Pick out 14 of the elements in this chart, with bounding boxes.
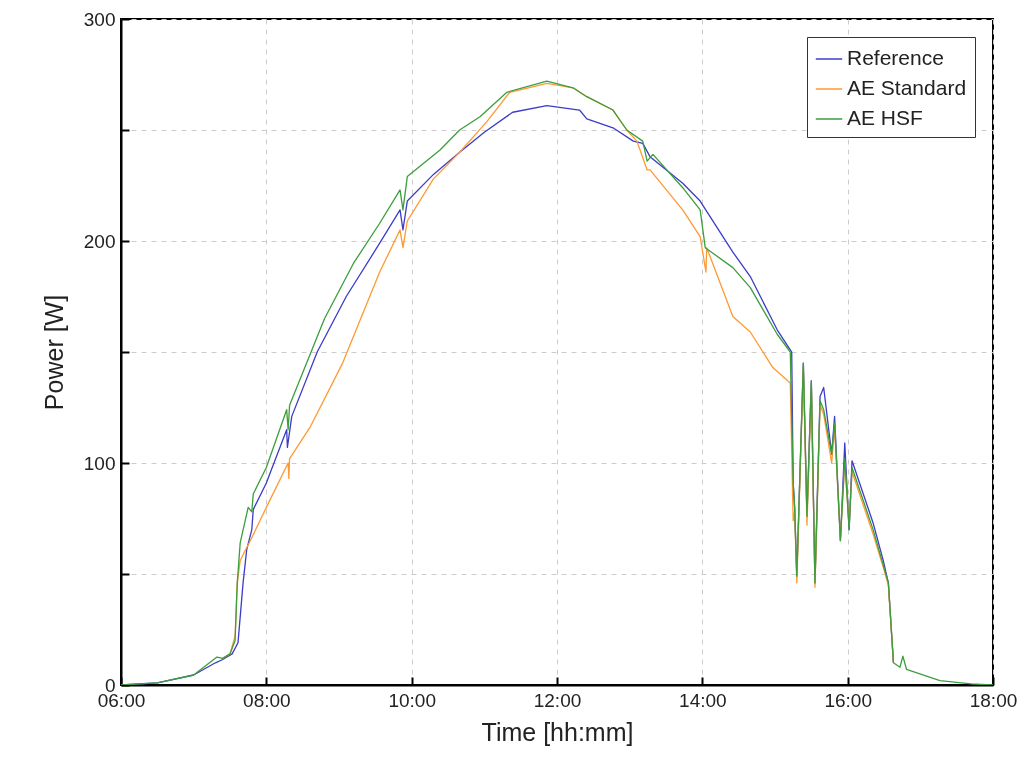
legend-label: AE HSF <box>847 106 923 129</box>
y-tick-label: 100 <box>83 452 116 474</box>
y-tick-label: 300 <box>83 8 116 30</box>
x-tick-label: 18:00 <box>969 689 1018 711</box>
x-tick-label: 10:00 <box>388 689 436 711</box>
x-tick-label: 14:00 <box>679 689 727 711</box>
legend-label: AE Standard <box>847 76 967 99</box>
y-axis-title: Power [W] <box>39 294 68 411</box>
x-tick-label: 12:00 <box>533 689 582 711</box>
x-tick-label: 08:00 <box>243 689 291 711</box>
x-axis-title: Time [hh:mm] <box>481 717 634 746</box>
y-tick-label: 200 <box>83 230 116 252</box>
x-tick-label: 16:00 <box>824 689 872 711</box>
legend-label: Reference <box>847 46 944 69</box>
